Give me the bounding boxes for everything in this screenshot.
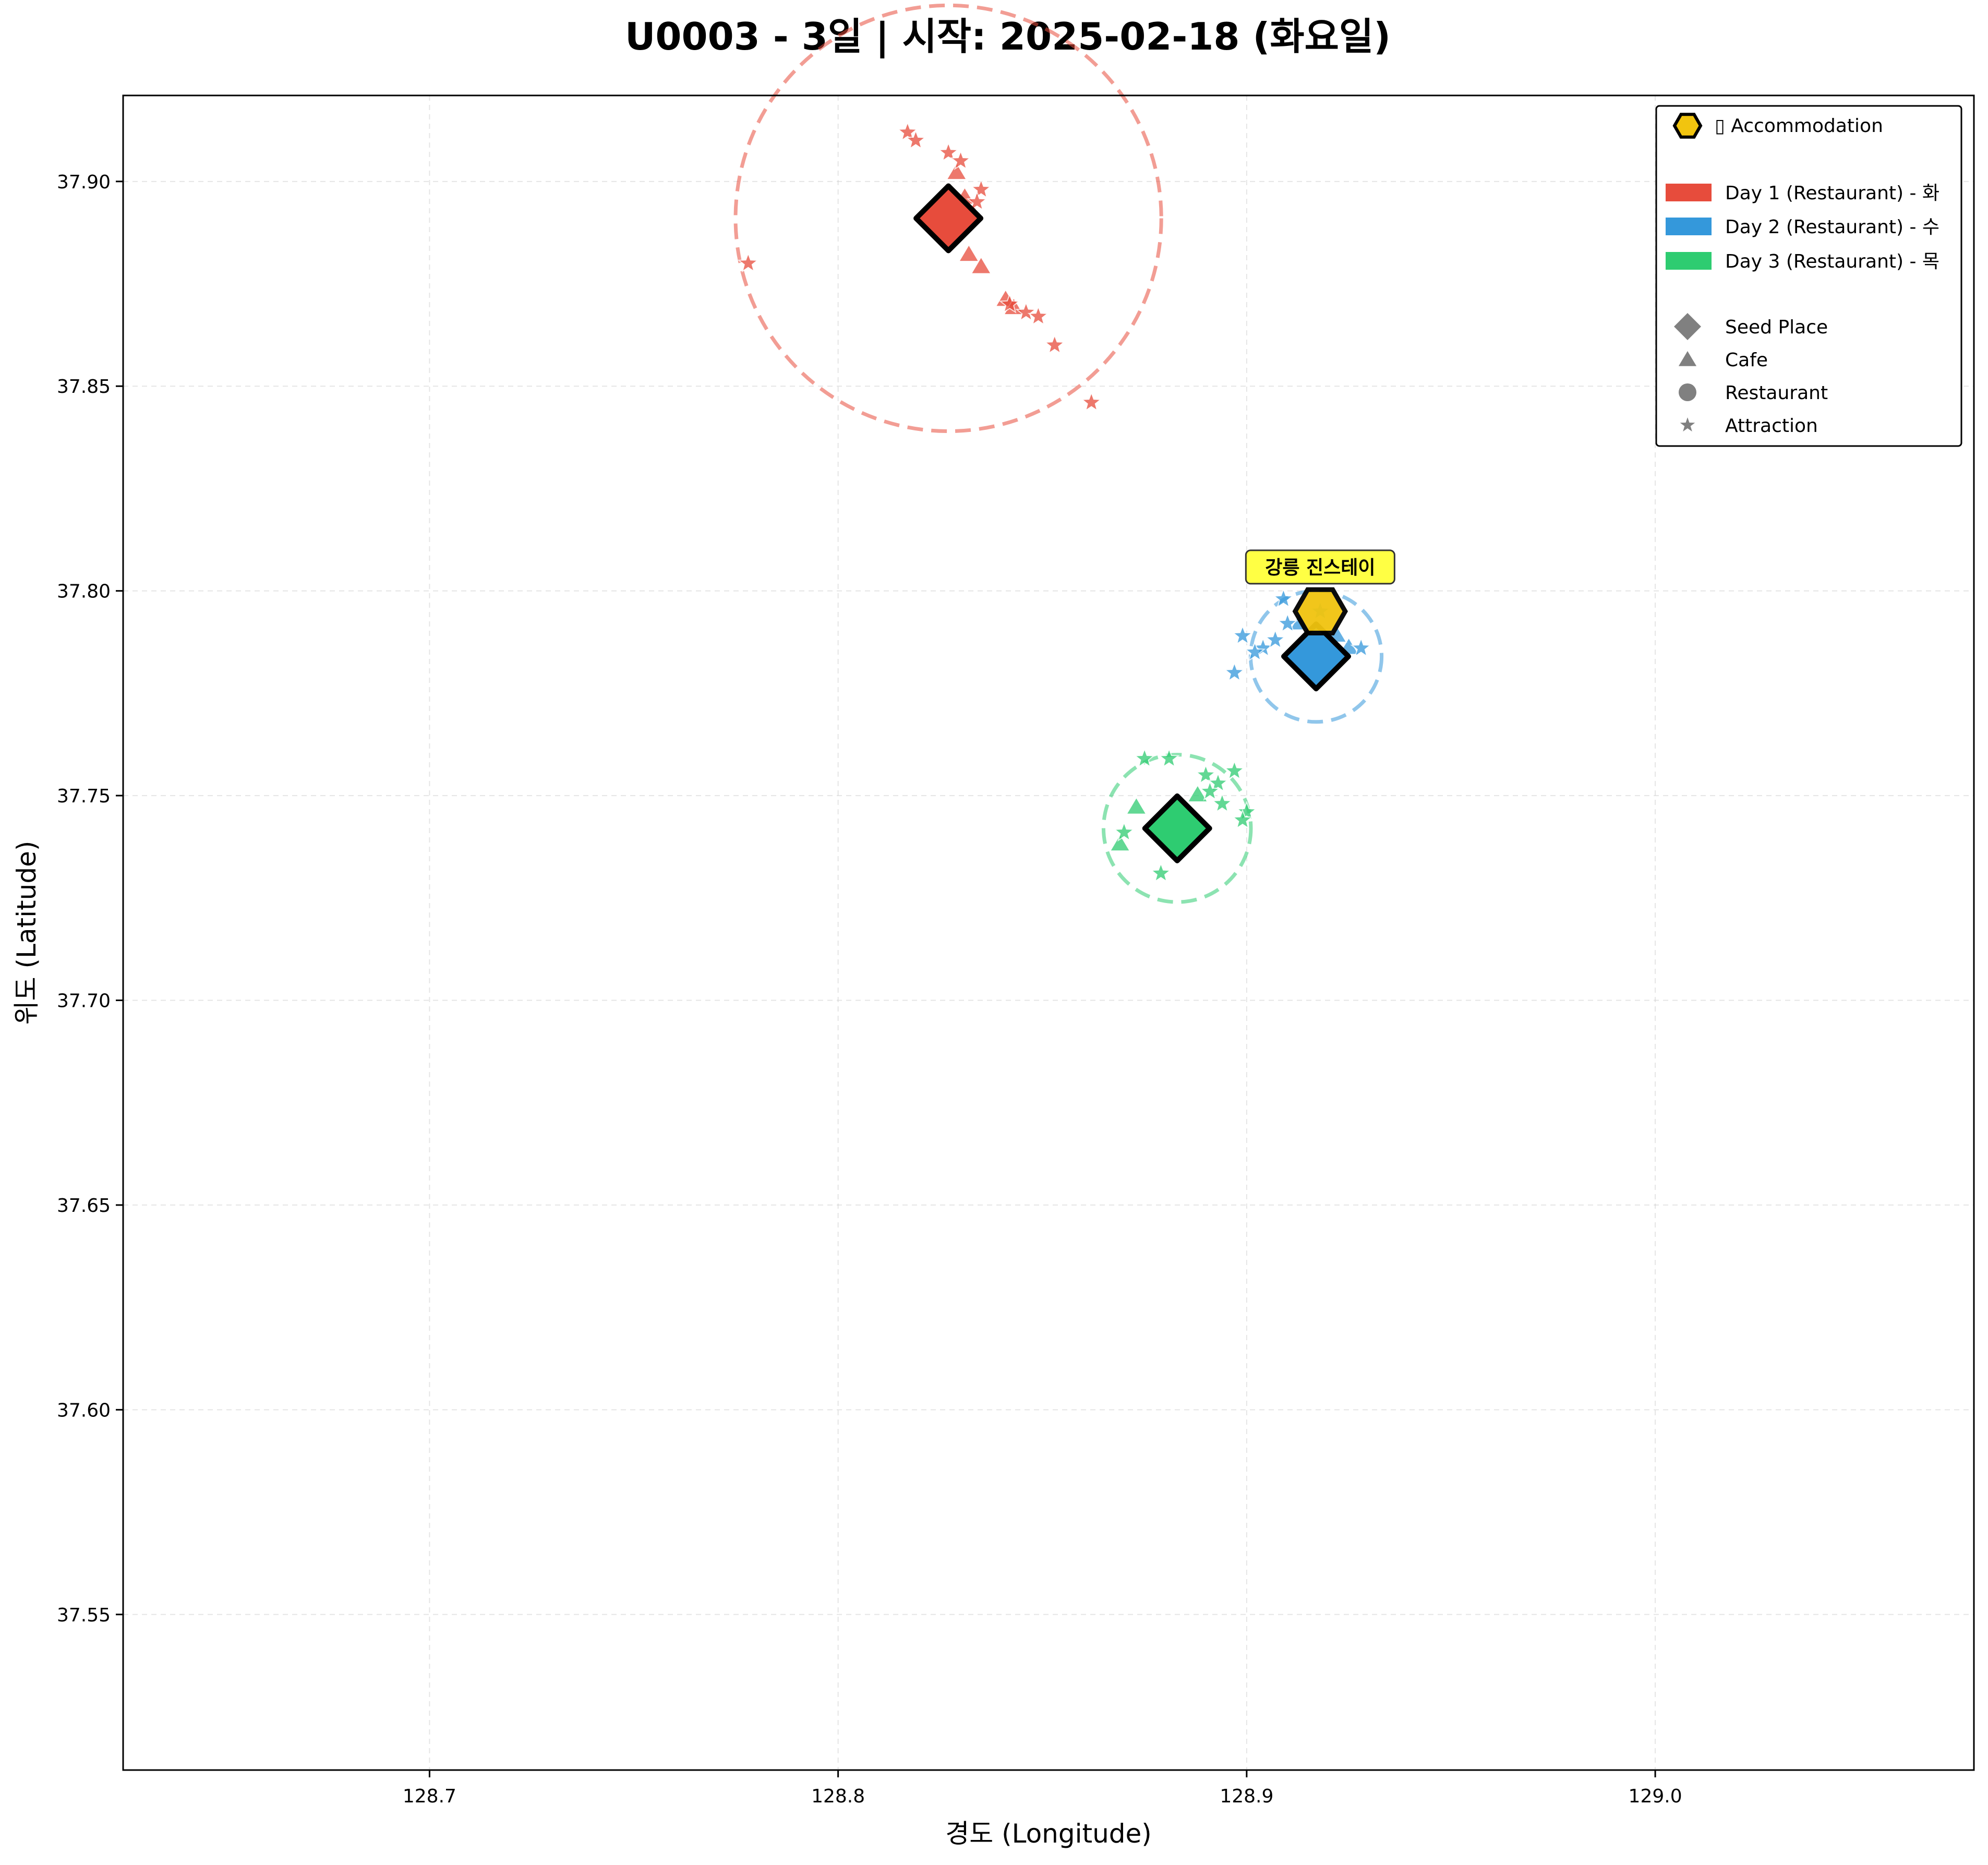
day-1-attraction-marker: [949, 149, 972, 171]
day-1-attraction-marker: [970, 178, 992, 199]
day-3-attraction-marker: [1199, 780, 1221, 801]
day-3-attraction-marker: [1158, 747, 1180, 768]
seed-markers: [913, 183, 1352, 863]
day-1-attraction-marker: [966, 190, 988, 211]
legend-day-1-label: Day 1 (Restaurant) - 화: [1725, 183, 1939, 204]
legend: ▯ Accommodation Day 1 (Restaurant) - 화 Day…: [1655, 105, 1962, 447]
day-3-attraction-marker: [1150, 862, 1172, 883]
accommodation-label-box: [1245, 549, 1395, 585]
day-3-seed-marker: [1142, 793, 1212, 863]
legend-day-3-swatch: [1666, 252, 1712, 270]
day-2-attraction-marker: [1276, 612, 1299, 633]
y-tick-label: 37.85: [57, 376, 111, 398]
day-3-cafe-marker: [1125, 796, 1148, 815]
day-1-attraction-marker: [1043, 333, 1066, 355]
chart-title: U0003 - 3일 | 시작: 2025-02-18 (화요일): [625, 15, 1391, 59]
day-1-cafe-marker: [946, 162, 968, 181]
day-3-attraction-marker: [1134, 747, 1155, 768]
day-3-attraction-marker: [1211, 792, 1233, 813]
legend-day-2-swatch: [1666, 218, 1712, 235]
x-axis-label: 경도 (Longitude): [945, 1819, 1152, 1849]
x-tick-label: 129.0: [1629, 1786, 1682, 1807]
day-2-seed-marker: [1281, 621, 1352, 692]
y-tick-label: 37.60: [57, 1400, 111, 1421]
day-1-attraction-marker: [1080, 391, 1103, 412]
y-axis-label: 위도 (Latitude): [11, 841, 42, 1025]
day-3-radius-circle: [1101, 753, 1253, 904]
day-2-attraction-marker: [1223, 661, 1246, 682]
legend-shape-label-circle: Restaurant: [1725, 382, 1828, 404]
day-1-attraction-marker: [998, 293, 1021, 314]
legend-accommodation-icon: [1672, 113, 1703, 139]
day-1-attraction-marker: [1027, 305, 1050, 326]
legend-attraction-icon: [1680, 417, 1695, 432]
day-3-attraction-marker: [1232, 809, 1254, 829]
x-tick-label: 128.7: [403, 1786, 456, 1807]
legend-day-2-label: Day 2 (Restaurant) - 수: [1725, 216, 1939, 238]
day-1-cafe-marker: [958, 244, 980, 262]
accommodation-marker-group: 강릉 진스테이: [1245, 549, 1395, 635]
legend-day-1-swatch: [1666, 184, 1712, 201]
legend-seed-place-icon: [1674, 313, 1701, 340]
day-3-attraction-marker: [1223, 760, 1246, 780]
y-tick-label: 37.55: [57, 1605, 111, 1626]
day-3-attraction-marker: [1236, 800, 1258, 822]
y-tick-label: 37.80: [57, 581, 111, 603]
day-2-attraction-marker: [1272, 587, 1295, 608]
legend-cafe-icon: [1678, 351, 1697, 366]
day-3-attraction-marker: [1113, 821, 1135, 842]
day-1-cafe-marker: [970, 256, 992, 274]
day-2-attraction-marker: [1264, 628, 1286, 649]
legend-box: [1655, 105, 1962, 447]
legend-accommodation-label: ▯ Accommodation: [1715, 115, 1883, 137]
day-2-attraction-marker: [1244, 641, 1266, 662]
plot-frame: [122, 94, 1975, 1771]
day-1-attraction-marker: [905, 129, 927, 150]
y-tick-label: 37.70: [57, 990, 111, 1012]
day-3-cafe-marker: [1109, 833, 1131, 852]
x-tick-label: 128.9: [1220, 1786, 1273, 1807]
legend-day-3-label: Day 3 (Restaurant) - 목: [1725, 251, 1939, 272]
day-2-attraction-marker: [1232, 624, 1254, 645]
legend-shape-label-star: Attraction: [1725, 415, 1818, 437]
day-3-attraction-marker: [1207, 772, 1229, 793]
legend-restaurant-icon: [1679, 383, 1696, 401]
legend-shape-label-triangle: Cafe: [1725, 350, 1768, 371]
day-3-cafe-marker: [1187, 784, 1209, 803]
axis-ticks: 128.7 128.8 128.9 129.0 37.55 37.60 37.65 37.70…: [57, 172, 1682, 1807]
y-tick-label: 37.65: [57, 1195, 111, 1217]
day-3-attraction-marker: [1195, 763, 1217, 785]
day-1-attraction-marker: [896, 121, 919, 142]
y-tick-label: 37.90: [57, 172, 111, 193]
legend-shape-label-diamond: Seed Place: [1725, 317, 1828, 338]
y-tick-label: 37.75: [57, 786, 111, 807]
x-tick-label: 128.8: [811, 1786, 865, 1807]
day-1-attraction-marker: [737, 251, 760, 273]
day-1-seed-marker: [913, 183, 984, 254]
accommodation-label: 강릉 진스테이: [1265, 557, 1375, 579]
accommodation-marker: [1292, 587, 1348, 635]
day-1-attraction-marker: [1015, 301, 1037, 322]
day-1-attraction-marker: [937, 141, 959, 162]
day-2-attraction-marker: [1350, 636, 1372, 658]
